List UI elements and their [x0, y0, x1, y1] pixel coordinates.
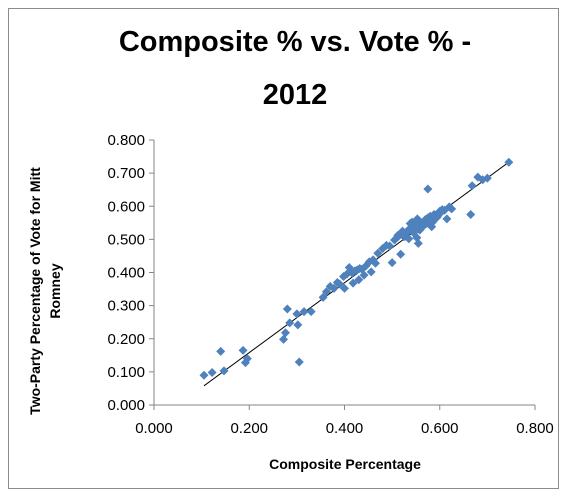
x-tick-label: 0.400	[326, 420, 364, 437]
data-point	[207, 368, 217, 378]
data-point	[280, 328, 290, 338]
data-point	[373, 248, 383, 258]
data-point	[293, 320, 303, 330]
axes	[149, 139, 536, 410]
data-point	[396, 249, 406, 259]
scatter-points	[199, 157, 514, 380]
data-point	[385, 241, 395, 251]
y-axis-tick-labels: 0.000 0.100 0.200 0.300 0.400 0.500 0.600 0.700…	[107, 132, 145, 414]
chart-canvas: Composite % vs. Vote % - 2012 0.000 0.100…	[27, 26, 554, 472]
data-point	[423, 184, 433, 194]
data-point	[299, 307, 309, 317]
data-point	[413, 238, 423, 248]
data-point	[321, 287, 331, 297]
data-point	[366, 267, 376, 277]
y-tick-label: 0.500	[107, 231, 145, 248]
y-tick-label: 0.300	[107, 298, 145, 315]
data-point	[335, 279, 345, 289]
data-point	[442, 214, 452, 224]
y-tick-label: 0.400	[107, 265, 145, 282]
data-point	[370, 258, 380, 268]
data-point	[355, 264, 365, 274]
data-point	[447, 204, 457, 214]
data-point	[216, 346, 226, 356]
data-point	[199, 370, 209, 380]
x-tick-label: 0.200	[230, 420, 268, 437]
data-point	[354, 275, 364, 285]
trendline-line	[203, 161, 510, 387]
data-point	[348, 278, 358, 288]
data-point	[467, 181, 477, 191]
data-point	[329, 283, 339, 293]
data-point	[359, 270, 369, 280]
chart-title-line-2: 2012	[263, 79, 328, 111]
y-tick-label: 0.600	[107, 198, 145, 215]
data-point	[407, 217, 417, 227]
x-axis-tick-labels: 0.000 0.200 0.400 0.600 0.800	[135, 420, 554, 437]
data-point	[282, 304, 292, 314]
data-point	[398, 226, 408, 236]
chart-area: Composite % vs. Vote % - 2012 0.000 0.100…	[8, 8, 559, 489]
y-tick-label: 0.000	[107, 397, 145, 414]
x-axis-title: Composite Percentage	[269, 456, 421, 472]
data-point	[404, 224, 414, 234]
x-tick-label: 0.000	[135, 420, 173, 437]
data-point	[393, 230, 403, 240]
data-point	[387, 258, 397, 268]
data-point	[219, 366, 229, 376]
data-point	[504, 157, 514, 167]
y-tick-label: 0.200	[107, 331, 145, 348]
data-point	[306, 307, 316, 317]
trendline	[203, 161, 510, 387]
data-point	[466, 210, 476, 220]
data-point	[423, 213, 433, 223]
data-point	[294, 357, 304, 367]
y-tick-label: 0.700	[107, 165, 145, 182]
y-tick-label: 0.100	[107, 364, 145, 381]
y-axis-title-line-2: Romney	[47, 263, 63, 318]
x-tick-label: 0.600	[421, 420, 459, 437]
data-point	[279, 334, 289, 344]
chart-title-line-1: Composite % vs. Vote % -	[119, 26, 471, 58]
y-tick-label: 0.800	[107, 132, 145, 149]
data-point	[340, 283, 349, 293]
x-tick-label: 0.800	[516, 420, 554, 437]
data-point	[292, 309, 302, 319]
y-axis-title-line-1: Two-Party Percentage of Vote for Mitt	[27, 167, 43, 415]
data-point	[238, 345, 248, 355]
data-point	[285, 318, 295, 328]
data-point	[482, 173, 492, 183]
data-point	[242, 354, 252, 364]
